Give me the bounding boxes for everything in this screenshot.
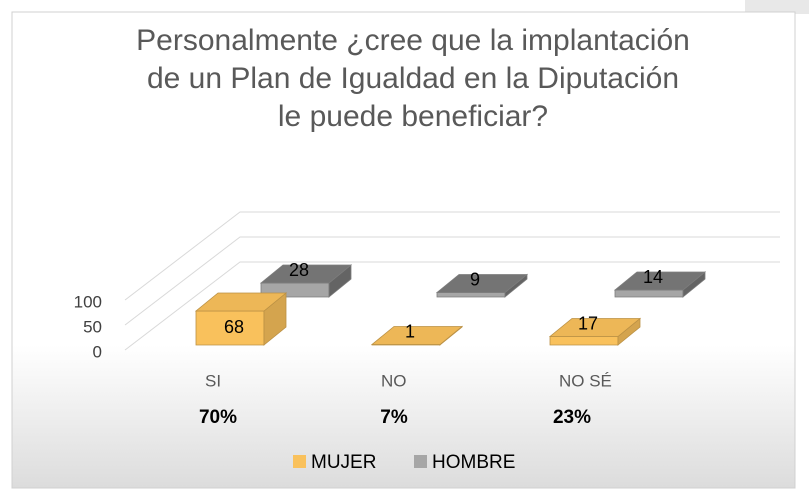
grid-line [124,211,780,301]
legend-label: MUJER [311,452,376,473]
chart-title: le puede beneficiar? [278,100,548,133]
percentage-label: 7% [380,407,408,428]
bar-face [549,336,619,346]
bar-face [435,274,529,293]
data-label: 68 [224,317,244,337]
x-tick-label: SI [205,371,221,390]
tab [745,0,809,14]
bar-face [436,292,506,298]
data-label: 1 [405,321,415,341]
percentage-label: 70% [199,407,237,428]
y-tick-label: 50 [83,317,102,336]
data-label: 14 [643,267,663,287]
bar [435,273,529,298]
x-tick-label: NO [381,371,407,390]
data-label: 28 [289,260,309,280]
bar [548,317,642,346]
bar-face [614,289,684,298]
chart-area [11,11,796,489]
legend-label: HOMBRE [432,452,515,473]
grid-line [124,236,780,326]
bar-face [194,292,288,312]
x-tick-label: NO SÉ [559,371,612,390]
y-tick-label: 100 [74,292,102,311]
bar [370,325,464,346]
legend-swatch [414,455,427,468]
legend-swatch [293,455,306,468]
data-label: 9 [470,269,480,289]
chart-title: Personalmente ¿cree que la implantación [136,24,690,57]
y-tick-label: 0 [93,342,102,361]
bar [194,292,288,346]
grid-line [124,261,780,351]
bar-face [259,264,353,284]
data-label: 17 [578,313,598,333]
bar-face [613,271,707,291]
bar-face [548,318,642,337]
bar [613,271,707,298]
bar-face [370,326,464,345]
chart-title: de un Plan de Igualdad en la Diputación [147,62,679,95]
percentage-label: 23% [553,407,591,428]
